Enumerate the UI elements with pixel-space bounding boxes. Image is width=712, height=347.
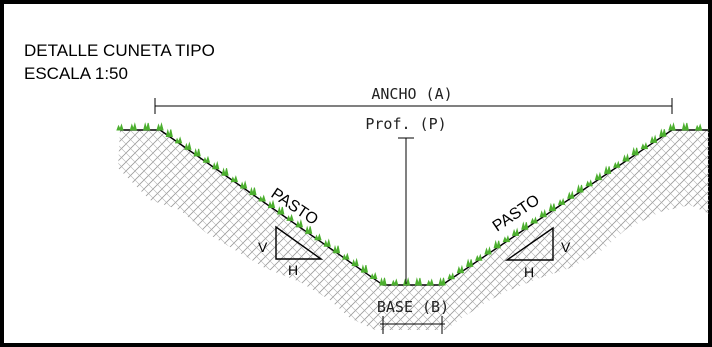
grass-tuft <box>613 160 621 168</box>
left-slope-triangle <box>275 225 324 260</box>
grass-tuft <box>342 252 350 260</box>
grass-tuft <box>447 272 455 280</box>
grass-tuft <box>314 233 322 241</box>
grass-tuft <box>277 206 285 215</box>
grass-tuft <box>202 155 211 163</box>
grass-tuft <box>426 278 434 286</box>
grass-tuft <box>116 123 124 131</box>
grass-tuft <box>165 128 173 138</box>
grass-tuft <box>511 227 520 236</box>
grass-tuft <box>456 264 465 274</box>
grass-tuft <box>681 122 689 131</box>
grass-tuft <box>129 122 137 131</box>
grass-tuft <box>530 216 538 224</box>
grass-tuft <box>567 190 575 199</box>
grass-tuft <box>484 246 492 255</box>
grass-tuft <box>267 199 276 209</box>
grass-tuft <box>539 208 547 218</box>
grass-tuft <box>493 239 501 249</box>
grass-tuft <box>502 235 511 243</box>
grass-tuft <box>649 134 658 143</box>
grass-tuft <box>402 277 411 286</box>
grass-tuft <box>465 258 474 268</box>
grass-tuft <box>305 225 313 235</box>
right-vertical-label: V <box>561 239 571 255</box>
soil-mass <box>118 130 709 330</box>
grass-tuft <box>174 136 183 144</box>
grass-tuft <box>622 153 630 162</box>
drawing-title: DETALLE CUNETA TIPO <box>24 41 215 60</box>
grass-tuft <box>239 180 248 189</box>
grass-tuft <box>351 257 359 267</box>
depth-label: Prof. (P) <box>365 115 446 133</box>
grass-tuft <box>659 128 667 138</box>
right-horizontal-label: H <box>524 264 534 280</box>
grass-tuft <box>438 277 446 286</box>
right-slope-triangle <box>504 226 554 261</box>
base-label: BASE (B) <box>377 298 449 316</box>
grass-tuft <box>379 277 387 286</box>
grass-tuft <box>249 186 257 196</box>
grass-tuft <box>585 179 593 187</box>
grass-tuft <box>548 202 557 212</box>
grass-tuft <box>631 146 639 156</box>
grass-tuft <box>475 253 483 261</box>
width-label: ANCHO (A) <box>371 85 452 103</box>
left-horizontal-label: H <box>288 262 298 278</box>
grass-tuft <box>230 175 239 183</box>
grass-tuft <box>603 165 612 175</box>
grass-tuft <box>668 122 676 131</box>
grass-tuft <box>258 194 266 202</box>
grass-tuft <box>640 142 649 150</box>
grass-tuft <box>521 221 529 231</box>
grass-tuft <box>184 141 192 150</box>
grass-tuft <box>557 197 566 205</box>
grass-tuft <box>594 171 603 181</box>
grass-tuft <box>369 271 378 280</box>
grass-tuft <box>332 244 341 254</box>
grass-tuft <box>193 147 201 157</box>
grass-tuft <box>323 238 331 247</box>
grass-tuft <box>286 213 294 221</box>
ground-profile-line <box>120 129 709 286</box>
left-vertical-label: V <box>258 239 268 255</box>
grass-tuft <box>143 122 151 131</box>
grass-tuft <box>360 264 369 273</box>
grass-tuft <box>414 277 423 286</box>
grass-tuft <box>156 122 164 131</box>
grass-tuft <box>212 160 220 170</box>
grass-layer <box>116 122 709 286</box>
grass-tuft <box>391 278 399 286</box>
drawing-scale: ESCALA 1:50 <box>24 64 128 83</box>
grass-tuft <box>694 123 703 131</box>
grass-tuft <box>576 184 584 193</box>
grass-tuft <box>295 218 304 228</box>
grass-tuft <box>221 167 229 177</box>
